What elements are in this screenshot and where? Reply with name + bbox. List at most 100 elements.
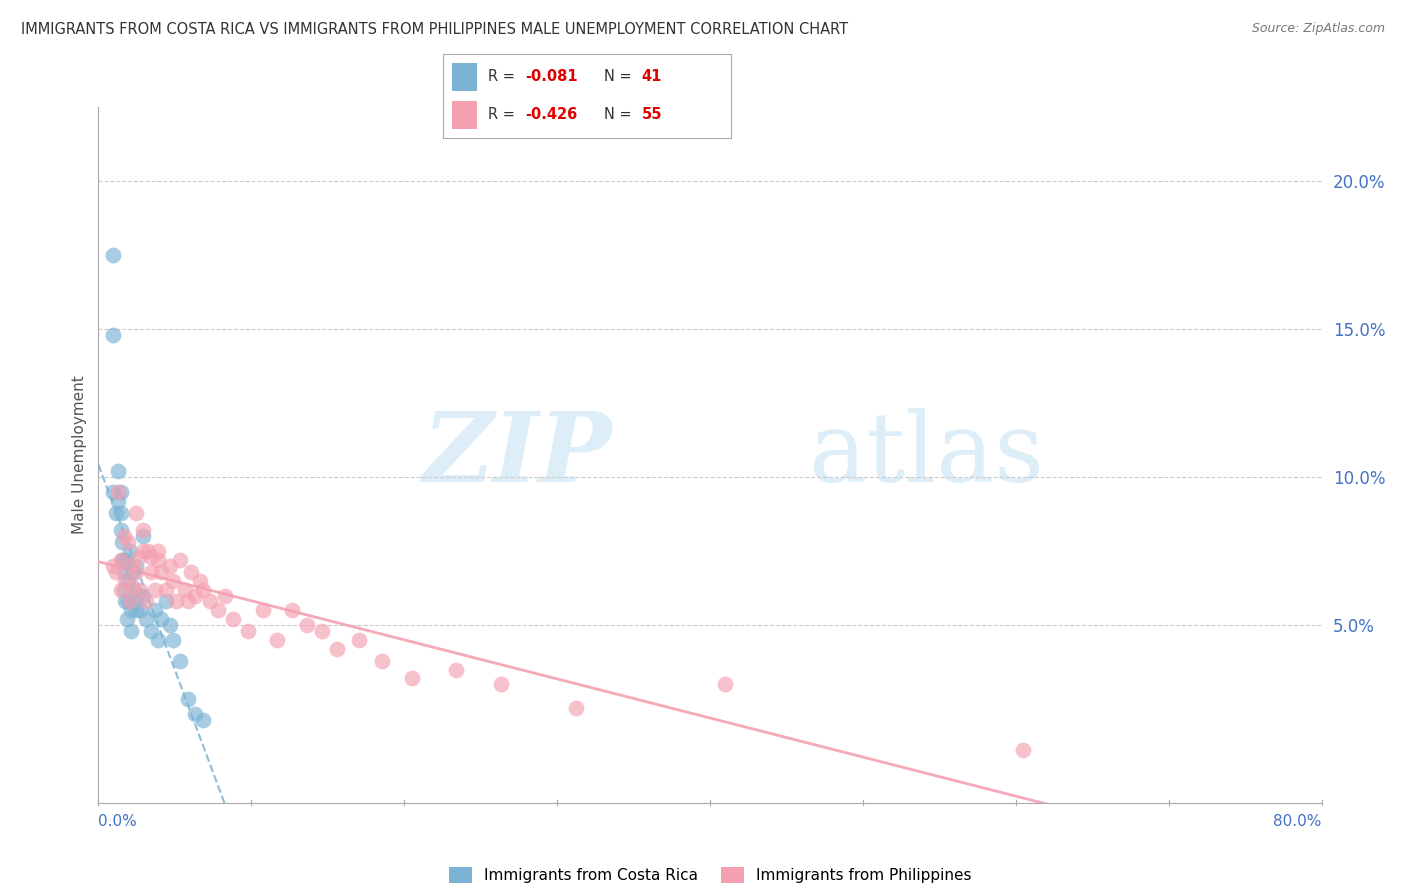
- Point: [184, 589, 207, 603]
- Point: [159, 558, 181, 573]
- Point: [371, 654, 394, 668]
- Point: [297, 618, 319, 632]
- Point: [401, 672, 423, 686]
- Point: [117, 594, 139, 608]
- Point: [110, 506, 132, 520]
- Point: [103, 484, 125, 499]
- Text: -0.426: -0.426: [524, 107, 578, 122]
- Point: [326, 641, 349, 656]
- Point: [107, 464, 129, 478]
- Point: [118, 544, 141, 558]
- Point: [125, 565, 148, 579]
- Text: R =: R =: [488, 107, 519, 122]
- Point: [200, 594, 222, 608]
- Point: [165, 594, 187, 608]
- Point: [107, 484, 129, 499]
- Point: [114, 594, 136, 608]
- Text: -0.081: -0.081: [524, 70, 578, 85]
- Point: [146, 544, 169, 558]
- Point: [177, 692, 200, 706]
- Point: [135, 594, 157, 608]
- Text: 41: 41: [641, 70, 662, 85]
- Point: [266, 632, 288, 647]
- Point: [139, 624, 162, 638]
- Point: [191, 582, 214, 597]
- Point: [117, 574, 139, 588]
- Point: [103, 248, 125, 262]
- Point: [118, 594, 141, 608]
- Point: [146, 553, 169, 567]
- Point: [132, 529, 155, 543]
- Point: [128, 550, 150, 565]
- Point: [169, 553, 191, 567]
- Text: 55: 55: [641, 107, 662, 122]
- Point: [112, 582, 135, 597]
- Point: [120, 624, 142, 638]
- Point: [103, 558, 125, 573]
- Point: [184, 706, 207, 721]
- Point: [180, 565, 202, 579]
- Point: [129, 582, 152, 597]
- Point: [122, 582, 145, 597]
- Point: [252, 603, 274, 617]
- Point: [105, 565, 128, 579]
- Point: [125, 603, 148, 617]
- Point: [150, 612, 173, 626]
- Point: [111, 553, 134, 567]
- Point: [125, 506, 148, 520]
- Point: [127, 589, 149, 603]
- Point: [132, 544, 155, 558]
- Point: [105, 506, 128, 520]
- Point: [177, 594, 200, 608]
- Point: [139, 565, 162, 579]
- Bar: [451, 62, 478, 91]
- Point: [112, 529, 135, 543]
- Point: [125, 558, 148, 573]
- Point: [114, 553, 136, 567]
- Point: [112, 565, 135, 579]
- Point: [191, 713, 214, 727]
- Point: [114, 574, 136, 588]
- Point: [120, 558, 142, 573]
- Point: [311, 624, 333, 638]
- Point: [117, 535, 139, 549]
- Bar: [451, 101, 478, 129]
- Point: [110, 582, 132, 597]
- Point: [174, 582, 197, 597]
- Point: [110, 524, 132, 538]
- Point: [120, 603, 142, 617]
- Point: [446, 663, 468, 677]
- Point: [214, 589, 236, 603]
- Point: [1012, 742, 1035, 756]
- Point: [110, 484, 132, 499]
- Point: [169, 654, 191, 668]
- Point: [281, 603, 304, 617]
- Point: [714, 677, 737, 691]
- Point: [115, 612, 138, 626]
- Point: [135, 612, 157, 626]
- Point: [146, 632, 169, 647]
- Point: [155, 582, 177, 597]
- Point: [103, 328, 125, 343]
- Point: [221, 612, 243, 626]
- Point: [143, 603, 166, 617]
- Text: 80.0%: 80.0%: [1274, 814, 1322, 829]
- Point: [121, 565, 143, 579]
- Point: [110, 553, 132, 567]
- Point: [121, 580, 143, 594]
- Text: N =: N =: [605, 107, 637, 122]
- Text: Source: ZipAtlas.com: Source: ZipAtlas.com: [1251, 22, 1385, 36]
- Point: [136, 544, 159, 558]
- Point: [162, 632, 184, 647]
- Point: [107, 493, 129, 508]
- Point: [162, 574, 184, 588]
- Point: [349, 632, 371, 647]
- Point: [236, 624, 259, 638]
- Point: [207, 603, 229, 617]
- Point: [159, 618, 181, 632]
- Point: [565, 701, 588, 715]
- Point: [155, 594, 177, 608]
- Point: [132, 589, 155, 603]
- Point: [129, 603, 152, 617]
- Text: R =: R =: [488, 70, 519, 85]
